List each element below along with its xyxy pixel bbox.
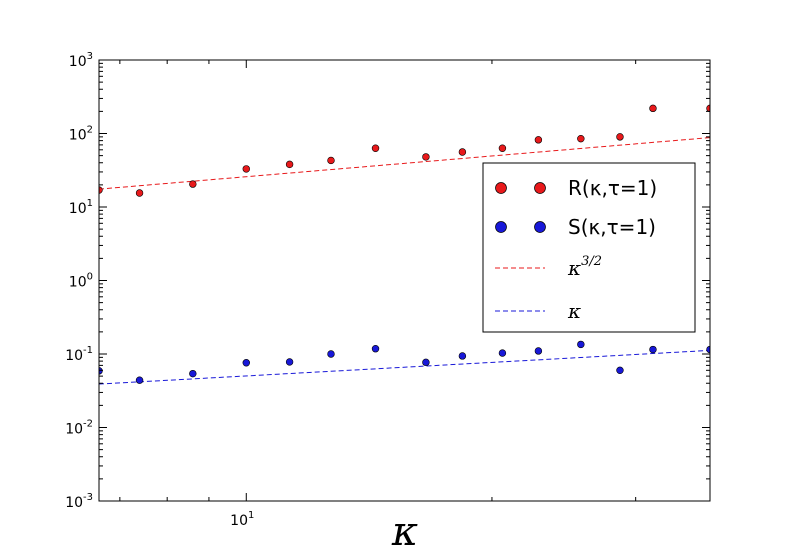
legend-label: R(κ,τ=1) xyxy=(568,176,657,200)
y-tick-label: 10-2 xyxy=(65,419,93,438)
data-point xyxy=(498,144,507,152)
data-point xyxy=(649,104,657,113)
data-point xyxy=(458,148,467,156)
data-point xyxy=(422,358,430,367)
legend-label: S(κ,τ=1) xyxy=(568,215,656,239)
data-point xyxy=(99,367,103,375)
fit-line xyxy=(99,137,710,190)
legend: R(κ,τ=1)S(κ,τ=1)κ3/2κ xyxy=(482,162,696,333)
y-tick-label: 100 xyxy=(69,272,93,291)
data-point xyxy=(577,134,585,143)
data-point xyxy=(422,153,430,161)
data-point xyxy=(189,180,197,188)
fit-line xyxy=(99,349,710,385)
data-point xyxy=(189,369,197,378)
legend-box xyxy=(482,162,696,333)
data-point xyxy=(135,376,144,384)
data-points-layer xyxy=(99,104,710,384)
legend-label: κ xyxy=(567,299,581,323)
legend-marker xyxy=(534,182,546,194)
fit-lines-layer xyxy=(99,137,710,385)
data-point xyxy=(577,340,585,349)
data-point xyxy=(498,349,507,357)
data-point xyxy=(99,186,103,194)
data-point xyxy=(371,345,380,353)
data-point xyxy=(285,160,294,169)
data-point xyxy=(458,352,467,360)
data-point xyxy=(534,347,543,355)
x-tick-label: 101 xyxy=(230,510,254,529)
data-point xyxy=(327,156,335,165)
data-point xyxy=(135,189,144,197)
legend-marker xyxy=(495,221,507,233)
data-point xyxy=(327,350,335,358)
data-point xyxy=(285,358,294,366)
data-point xyxy=(371,144,380,152)
data-point xyxy=(616,133,624,141)
y-tick-label: 101 xyxy=(69,198,93,217)
data-point xyxy=(534,136,543,144)
data-point xyxy=(242,359,250,367)
data-point xyxy=(649,345,657,354)
x-axis-label: κ xyxy=(391,509,418,555)
y-tick-label: 103 xyxy=(69,51,93,70)
y-tick-label: 102 xyxy=(69,125,93,144)
data-point xyxy=(242,165,250,173)
y-tick-label: 10-3 xyxy=(65,492,93,511)
y-tick-label: 10-1 xyxy=(65,345,93,364)
legend-marker xyxy=(495,182,507,194)
legend-marker xyxy=(534,221,546,233)
data-point xyxy=(616,366,624,375)
